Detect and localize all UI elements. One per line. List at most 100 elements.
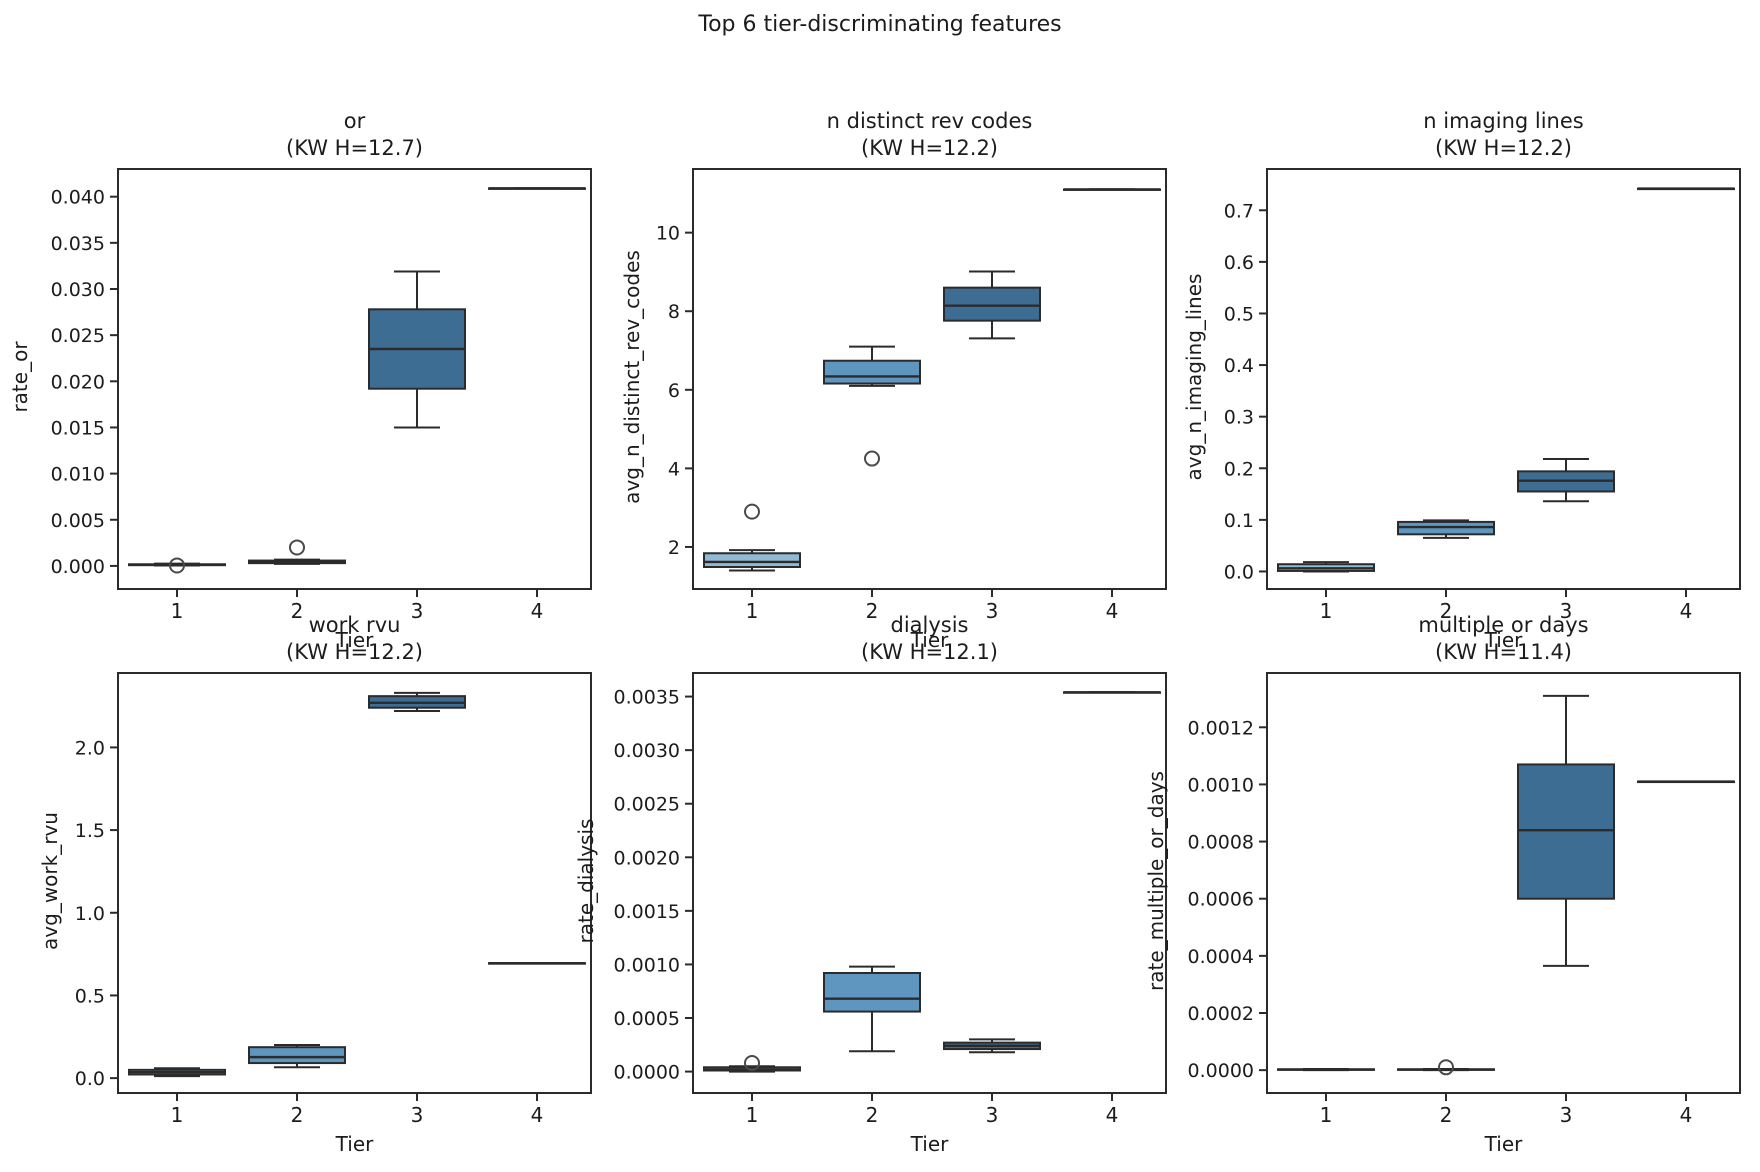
x-tick-label: 4 (1106, 599, 1119, 623)
outlier-point-tier-2 (864, 450, 880, 467)
x-tick-label: 4 (531, 599, 544, 623)
subplot-title-line1: n distinct rev codes (826, 109, 1033, 133)
subplot-title-multiple-or-days: multiple or days (KW H=11.4) (1267, 612, 1740, 666)
x-tick-label: 1 (1320, 599, 1333, 623)
y-tick-label: 0.035 (51, 233, 105, 255)
y-axis-label-avg-work-rvu: avg_work_rvu (38, 812, 62, 950)
y-tick-label: 0.010 (51, 464, 105, 486)
box-tier-2 (248, 1046, 346, 1065)
y-tick-label: 4 (668, 458, 680, 480)
y-tick-label: 2.0 (75, 737, 105, 759)
y-tick-label: 6 (668, 380, 680, 402)
x-tick-label: 1 (171, 1103, 184, 1127)
y-tick-label: 1.5 (75, 820, 105, 842)
subplot-title-line1: n imaging lines (1423, 109, 1584, 133)
subplot-title-line2: (KW H=12.2) (1435, 136, 1572, 160)
x-tick-label: 3 (411, 1103, 424, 1127)
x-tick-label: 4 (1680, 1103, 1693, 1127)
subplot-title-line1: dialysis (890, 613, 969, 637)
subplot-title-n-distinct-rev-codes: n distinct rev codes (KW H=12.2) (693, 108, 1166, 162)
subplot-title-n-imaging-lines: n imaging lines (KW H=12.2) (1267, 108, 1740, 162)
axes-frame (1266, 672, 1741, 1094)
x-tick-label: 3 (1560, 599, 1573, 623)
y-tick-label: 0.4 (1224, 355, 1254, 377)
y-tick-label: 0.0005 (614, 1008, 680, 1030)
y-tick-label: 0.0035 (614, 687, 680, 709)
y-tick-label: 0.5 (75, 985, 105, 1007)
x-tick-label: 4 (1106, 1103, 1119, 1127)
y-tick-label: 0.0 (75, 1068, 105, 1090)
axes-frame (692, 672, 1167, 1094)
x-axis-label-tier-3: Tier (335, 1132, 374, 1156)
subplot-title-line1: multiple or days (1418, 613, 1589, 637)
subplot-title-dialysis: dialysis (KW H=12.1) (693, 612, 1166, 666)
y-tick-label: 0.0012 (1188, 717, 1254, 739)
y-tick-label: 0.5 (1224, 303, 1254, 325)
x-axis-label-tier-5: Tier (1484, 1132, 1523, 1156)
y-axis-label-avg-n-imaging-lines: avg_n_imaging_lines (1182, 273, 1206, 481)
x-tick-label: 1 (746, 599, 759, 623)
axes-frame (117, 672, 592, 1094)
subplot-title-line2: (KW H=11.4) (1435, 640, 1572, 664)
figure-title: Top 6 tier-discriminating features (698, 12, 1062, 37)
y-tick-label: 0.025 (51, 325, 105, 347)
x-tick-label: 1 (171, 599, 184, 623)
subplot-title-line2: (KW H=12.7) (286, 136, 423, 160)
y-tick-label: 0.0002 (1188, 1003, 1254, 1025)
y-tick-label: 0.7 (1224, 200, 1254, 222)
y-tick-label: 0.0008 (1188, 832, 1254, 854)
y-tick-label: 0.0015 (614, 901, 680, 923)
subplot-title-line1: or (343, 109, 366, 133)
y-tick-label: 0.015 (51, 417, 105, 439)
y-tick-label: 0.0000 (1188, 1060, 1254, 1082)
y-tick-label: 0.1 (1224, 510, 1254, 532)
x-axis-label-tier-2: Tier (1484, 628, 1523, 652)
x-tick-label: 4 (531, 1103, 544, 1127)
y-tick-label: 0.0025 (614, 794, 680, 816)
x-tick-label: 3 (411, 599, 424, 623)
x-axis-label-tier-0: Tier (335, 628, 374, 652)
axes-frame (117, 168, 592, 590)
x-tick-label: 3 (1560, 1103, 1573, 1127)
x-axis-label-tier-4: Tier (910, 1132, 949, 1156)
y-tick-label: 1.0 (75, 903, 105, 925)
subplot-title-line2: (KW H=12.2) (861, 136, 998, 160)
y-tick-label: 0.005 (51, 510, 105, 532)
x-tick-label: 3 (986, 1103, 999, 1127)
subplot-title-line2: (KW H=12.1) (861, 640, 998, 664)
y-tick-label: 0.3 (1224, 407, 1254, 429)
x-tick-label: 3 (986, 599, 999, 623)
y-tick-label: 2 (668, 537, 680, 559)
y-tick-label: 0.0010 (1188, 774, 1254, 796)
x-tick-label: 2 (291, 599, 304, 623)
y-tick-label: 0.0 (1224, 561, 1254, 583)
axes-frame (692, 168, 1167, 590)
y-axis-label-rate-or: rate_or (8, 341, 32, 413)
y-tick-label: 0.040 (51, 187, 105, 209)
y-axis-label-rate-dialysis: rate_dialysis (574, 818, 598, 944)
x-tick-label: 2 (866, 599, 879, 623)
y-tick-label: 0.030 (51, 279, 105, 301)
box-tier-2 (823, 359, 921, 385)
x-tick-label: 2 (1440, 599, 1453, 623)
y-axis-label-rate-multiple-or-days: rate_multiple_or_days (1144, 771, 1168, 991)
x-tick-label: 4 (1680, 599, 1693, 623)
y-tick-label: 0.0010 (614, 954, 680, 976)
y-tick-label: 10 (656, 223, 680, 245)
box-tier-3 (1517, 763, 1615, 900)
subplot-title-line2: (KW H=12.2) (286, 640, 423, 664)
y-tick-label: 0.0006 (1188, 889, 1254, 911)
y-tick-label: 0.0030 (614, 740, 680, 762)
axes-frame (1266, 168, 1741, 590)
x-tick-label: 2 (866, 1103, 879, 1127)
y-axis-label-avg-n-distinct-rev-codes: avg_n_distinct_rev_codes (620, 250, 644, 504)
outlier-point-tier-2 (1438, 1059, 1454, 1076)
x-tick-label: 1 (1320, 1103, 1333, 1127)
outlier-point-tier-1 (744, 503, 760, 520)
box-tier-3 (943, 286, 1041, 322)
y-tick-label: 0.2 (1224, 458, 1254, 480)
outlier-point-tier-1 (744, 1055, 760, 1071)
x-axis-label-tier-1: Tier (910, 628, 949, 652)
